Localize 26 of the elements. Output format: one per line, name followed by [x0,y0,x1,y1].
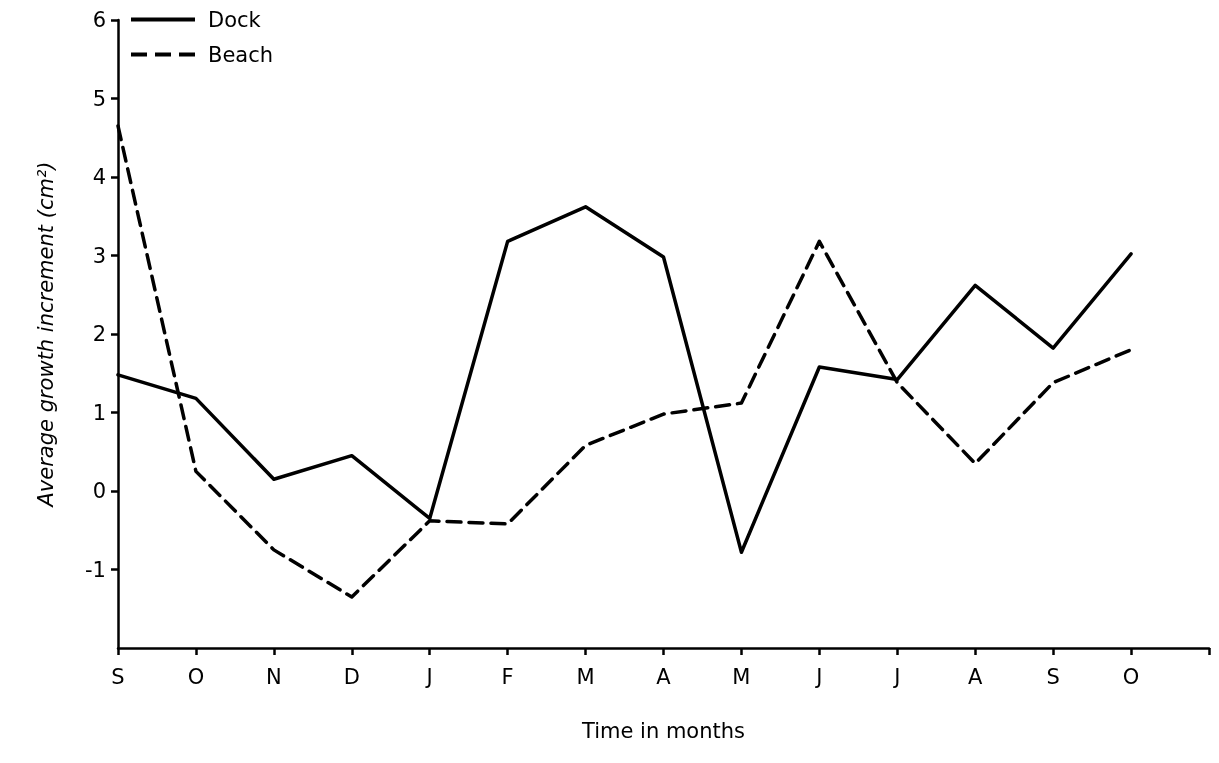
x-tick-label: O [187,664,205,689]
x-tick-label: J [892,664,901,689]
x-tick-label: A [968,664,984,689]
y-tick-label: 6 [92,8,106,32]
y-tick-label: 0 [92,479,106,503]
x-tick-label: N [266,664,282,689]
x-tick-label: D [343,664,360,689]
x-axis-title: Time in months [581,718,745,743]
x-tick-label: S [1046,664,1060,689]
x-tick-label: J [424,664,433,689]
legend-label: Dock [208,7,262,32]
x-tick-label: J [814,664,823,689]
x-tick-label: M [576,664,595,689]
x-tick-label: O [1122,664,1140,689]
y-tick-label: 3 [92,243,106,268]
y-tick-label: 5 [92,86,106,111]
y-tick-label: 2 [92,322,106,346]
x-tick-label: A [656,664,672,689]
x-tick-label: M [732,664,751,689]
y-tick-label: -1 [85,557,106,582]
y-tick-label: 4 [92,165,106,189]
y-tick-label: 1 [92,400,106,425]
x-tick-label: F [501,664,514,689]
y-axis-title: Average growth increment (cm²) [33,161,58,509]
legend-label: Beach [208,42,274,67]
x-tick-label: S [111,664,125,689]
